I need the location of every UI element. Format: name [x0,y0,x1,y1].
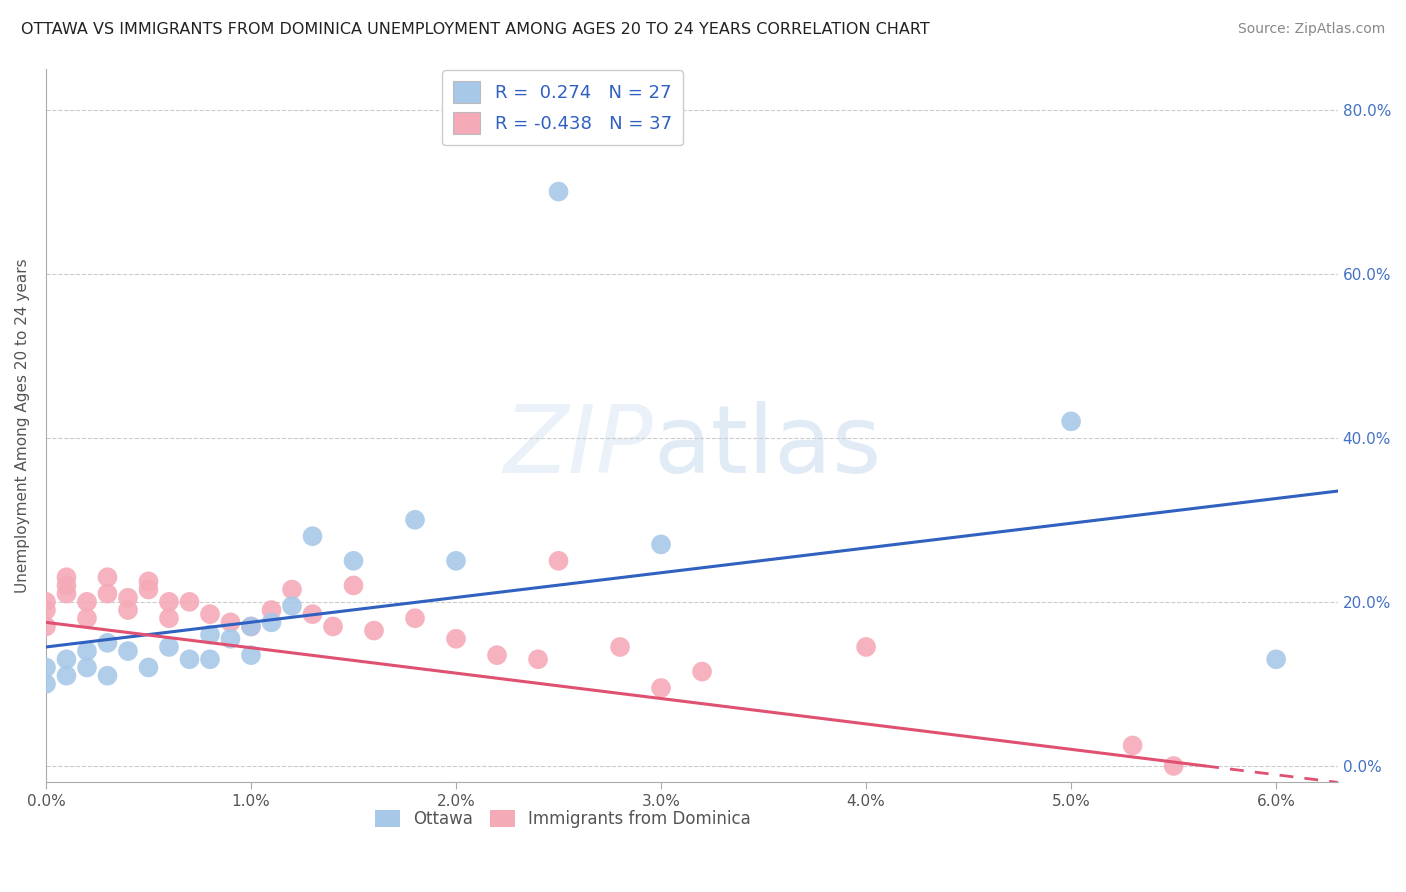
Point [444,554,467,568]
Point [260,603,283,617]
Point [138,574,160,589]
Point [179,595,201,609]
Point [117,603,139,617]
Text: atlas: atlas [652,401,882,493]
Point [96,570,118,584]
Point [198,652,221,666]
Text: OTTAWA VS IMMIGRANTS FROM DOMINICA UNEMPLOYMENT AMONG AGES 20 TO 24 YEARS CORREL: OTTAWA VS IMMIGRANTS FROM DOMINICA UNEMP… [21,22,929,37]
Point [363,624,385,638]
Point [96,636,118,650]
Legend: Ottawa, Immigrants from Dominica: Ottawa, Immigrants from Dominica [368,803,758,835]
Point [76,611,98,625]
Point [55,578,77,592]
Point [35,660,58,674]
Point [198,607,221,622]
Point [240,619,263,633]
Point [690,665,713,679]
Point [301,607,323,622]
Point [650,537,672,551]
Point [301,529,323,543]
Point [240,619,263,633]
Point [157,611,180,625]
Point [157,595,180,609]
Point [138,660,160,674]
Text: ZIP: ZIP [503,401,652,492]
Point [55,587,77,601]
Point [1060,414,1083,428]
Text: Source: ZipAtlas.com: Source: ZipAtlas.com [1237,22,1385,37]
Point [281,599,304,613]
Point [35,595,58,609]
Point [1163,759,1185,773]
Point [404,513,426,527]
Point [35,619,58,633]
Point [55,668,77,682]
Point [198,628,221,642]
Point [547,554,569,568]
Point [609,640,631,654]
Point [486,648,509,663]
Point [76,660,98,674]
Point [76,595,98,609]
Point [650,681,672,695]
Point [260,615,283,630]
Point [117,644,139,658]
Point [138,582,160,597]
Point [444,632,467,646]
Point [55,652,77,666]
Point [855,640,877,654]
Point [117,591,139,605]
Point [404,611,426,625]
Point [240,648,263,663]
Point [219,632,242,646]
Point [35,677,58,691]
Point [35,603,58,617]
Point [76,644,98,658]
Point [179,652,201,666]
Y-axis label: Unemployment Among Ages 20 to 24 years: Unemployment Among Ages 20 to 24 years [15,258,30,593]
Point [55,570,77,584]
Point [342,554,364,568]
Point [527,652,550,666]
Point [96,587,118,601]
Point [1265,652,1288,666]
Point [547,185,569,199]
Point [219,615,242,630]
Point [96,668,118,682]
Point [157,640,180,654]
Point [322,619,344,633]
Point [281,582,304,597]
Point [342,578,364,592]
Point [1122,739,1144,753]
